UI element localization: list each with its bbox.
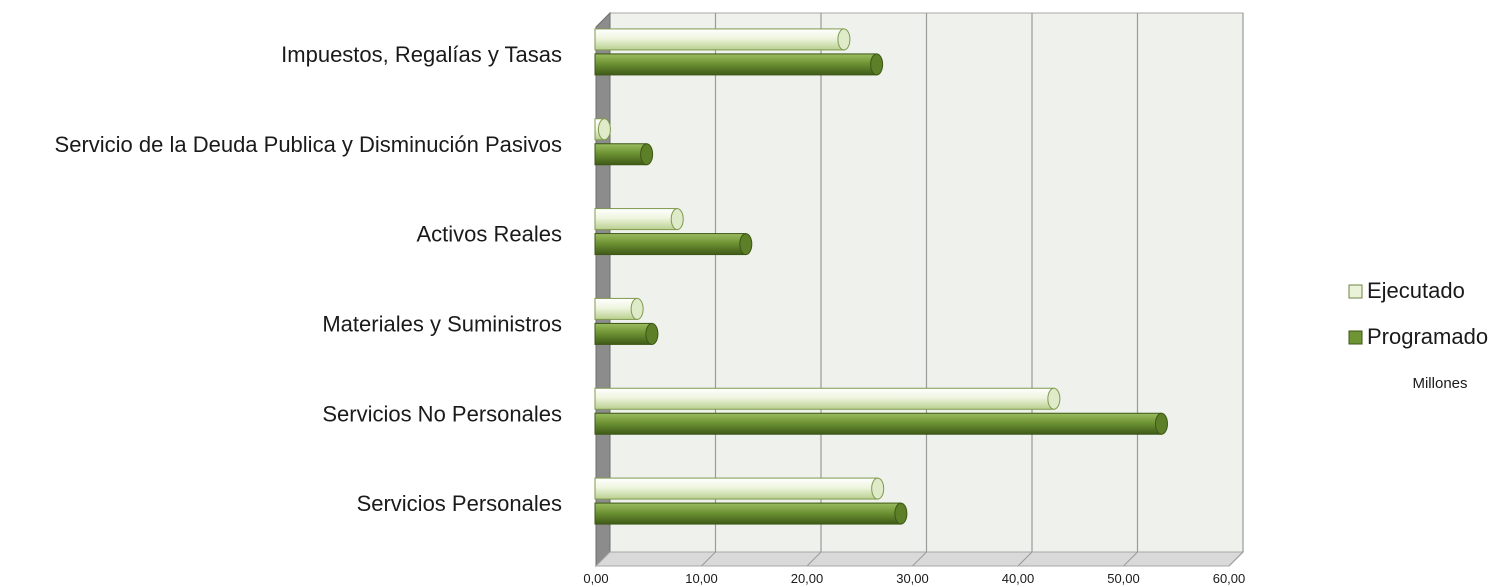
legend-label: Ejecutado	[1367, 278, 1465, 303]
unit-label: Millones	[1412, 375, 1467, 392]
x-tick-label: 10,00	[685, 571, 718, 586]
bar-cap	[739, 233, 753, 256]
legend-label: Programado	[1367, 324, 1488, 349]
category-label: Servicio de la Deuda Publica y Disminuci…	[55, 132, 562, 157]
bar-ejecutado-servicios-no-personales	[594, 387, 1061, 410]
bar-body	[594, 502, 902, 525]
bar-ejecutado-materiales-y-suministros	[594, 297, 644, 320]
bar-programado-materiales-y-suministros	[594, 322, 659, 345]
bar-cap	[837, 28, 851, 51]
bar-ejecutado-servicios-personales	[594, 477, 885, 500]
bar-programado-servicios-no-personales	[594, 412, 1168, 435]
bar-programado-servicio-de-la-deuda-publica-y-disminucion-pasivos	[594, 143, 654, 166]
bar-ejecutado-servicio-de-la-deuda-publica-y-disminucion-pasivos	[594, 118, 611, 141]
bar-cap	[894, 502, 908, 525]
x-tick-label: 30,00	[896, 571, 929, 586]
bar-cap	[870, 53, 884, 76]
floor-gridline	[1123, 551, 1138, 567]
x-tick-label: 60,00	[1213, 571, 1246, 586]
bar-cap	[1047, 387, 1061, 410]
bar-body	[594, 28, 845, 51]
floor-gridline	[912, 551, 927, 567]
bar-cap	[630, 297, 644, 320]
bar-body	[594, 208, 678, 231]
bar-cap	[640, 143, 654, 166]
legend-item-programado: Programado	[1348, 324, 1488, 349]
bar-ejecutado-activos-reales	[594, 208, 684, 231]
bar-cap	[645, 322, 659, 345]
bar-cap	[597, 118, 611, 141]
x-tick-label: 40,00	[1002, 571, 1035, 586]
x-tick-label: 0,00	[583, 571, 608, 586]
bar-cap	[670, 208, 684, 231]
legend-swatch	[1348, 284, 1363, 299]
bar-programado-servicios-personales	[594, 502, 908, 525]
bar-cap	[1154, 412, 1168, 435]
bar-cap	[871, 477, 885, 500]
bar-ejecutado-impuestos-regalias-y-tasas	[594, 28, 851, 51]
floor-gridline	[701, 551, 716, 567]
floor-gridline	[1228, 551, 1244, 567]
x-tick-label: 20,00	[791, 571, 824, 586]
category-label: Activos Reales	[416, 222, 562, 247]
floor-gridline	[1017, 551, 1033, 567]
category-label: Servicios No Personales	[322, 401, 562, 426]
category-label: Impuestos, Regalías y Tasas	[281, 42, 562, 67]
legend: Ejecutado Programado Millones	[1348, 278, 1488, 392]
bar-body	[594, 477, 879, 500]
bar-body	[594, 387, 1055, 410]
bar-body	[594, 412, 1162, 435]
floor-gridline	[806, 551, 822, 567]
bar-body	[594, 143, 648, 166]
x-tick-label: 50,00	[1107, 571, 1140, 586]
bar-body	[594, 53, 878, 76]
legend-swatch	[1348, 330, 1363, 345]
bar-programado-activos-reales	[594, 233, 753, 256]
bar-programado-impuestos-regalias-y-tasas	[594, 53, 884, 76]
x-axis-ticks: 0,00 10,00 20,00 30,00 40,00 50,00 60,00	[583, 571, 1245, 586]
category-labels: Impuestos, Regalías y Tasas Servicio de l…	[55, 42, 562, 516]
bars	[594, 28, 1168, 525]
category-label: Servicios Personales	[357, 491, 562, 516]
category-label: Materiales y Suministros	[322, 311, 562, 336]
bar-body	[594, 233, 747, 256]
legend-item-ejecutado: Ejecutado	[1348, 278, 1465, 303]
bar-body	[594, 322, 653, 345]
